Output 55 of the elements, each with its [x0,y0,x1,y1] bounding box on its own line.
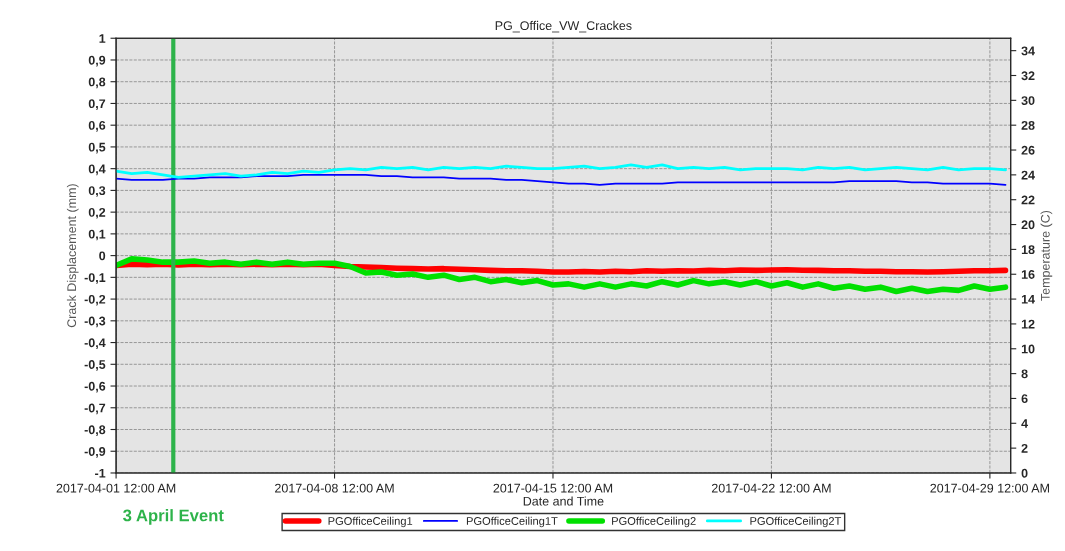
y-tick-label: 0,2 [88,207,106,219]
y2-tick-label: 18 [1021,245,1035,255]
y2-tick-label: 28 [1021,120,1035,130]
line-series [116,163,1007,179]
y-tick-label: 0,8 [88,77,106,89]
y2-tick-label: 32 [1021,71,1035,81]
y-tick-label: -0,3 [84,316,106,328]
y-axis-title: Crack Displacement (mm) [66,184,79,328]
y-tick-label: 0,9 [88,55,106,67]
y2-tick-label: 34 [1021,46,1035,56]
y-tick-label: 0 [99,251,106,261]
y-tick-label: 0,4 [88,164,106,176]
y2-tick-label: 12 [1021,319,1035,329]
y-tick-label: -1 [95,468,106,478]
y-tick-label: -0,1 [84,273,106,284]
y2-axis-title: Temperature (C) [1040,210,1053,301]
y-tick-label: 0,6 [88,120,106,132]
x-tick-label: 2017-04-01 12:00 AM [56,483,176,493]
x-tick-label: 2017-04-29 12:00 AM [930,483,1049,493]
y2-tick-label: 10 [1021,344,1035,354]
x-tick-label: 2017-04-22 12:00 AM [711,483,831,493]
y-tick-label: -0,7 [84,403,106,415]
y2-tick-label: 4 [1021,419,1028,428]
legend-label: PGOfficeCeiling2T [750,516,842,528]
x-axis-title: Date and Time [523,496,604,506]
y-tick-label: -0,4 [84,338,106,350]
y2-tick-label: 26 [1021,145,1035,155]
line-series [116,173,1007,186]
legend-label: PGOfficeCeiling1 [328,516,413,528]
y-tick-label: 0,3 [88,186,106,197]
chart-title: PG_Office_VW_Crackes [495,20,632,33]
y2-tick-label: 8 [1021,369,1028,379]
legend-label: PGOfficeCeiling1T [466,516,558,528]
y-tick-label: -0,5 [84,360,106,371]
y-tick-label: 0,5 [88,142,106,154]
x-tick-label: 2017-04-15 12:00 AM [493,483,613,493]
y-tick-label: -0,2 [84,294,106,306]
y2-tick-label: 30 [1021,96,1035,106]
y-tick-label: 0,1 [88,229,106,241]
ref-line-label: 3 April Event [123,509,224,525]
y2-tick-label: 22 [1021,195,1035,205]
y-tick-label: -0,9 [84,447,106,458]
y2-tick-label: 0 [1021,468,1028,478]
y2-tick-label: 20 [1021,220,1035,230]
y2-tick-label: 6 [1021,394,1028,404]
y2-tick-label: 24 [1021,170,1035,180]
x-tick-label: 2017-04-08 12:00 AM [275,483,394,493]
y-tick-label: 1 [99,34,106,43]
y2-tick-label: 2 [1021,443,1028,453]
y-tick-label: 0,7 [88,99,106,110]
y2-tick-label: 16 [1021,270,1035,279]
legend-label: PGOfficeCeiling2 [612,516,696,528]
y2-tick-label: 14 [1021,295,1035,304]
y-tick-label: -0,6 [84,381,106,393]
y-tick-label: -0,8 [84,425,106,436]
